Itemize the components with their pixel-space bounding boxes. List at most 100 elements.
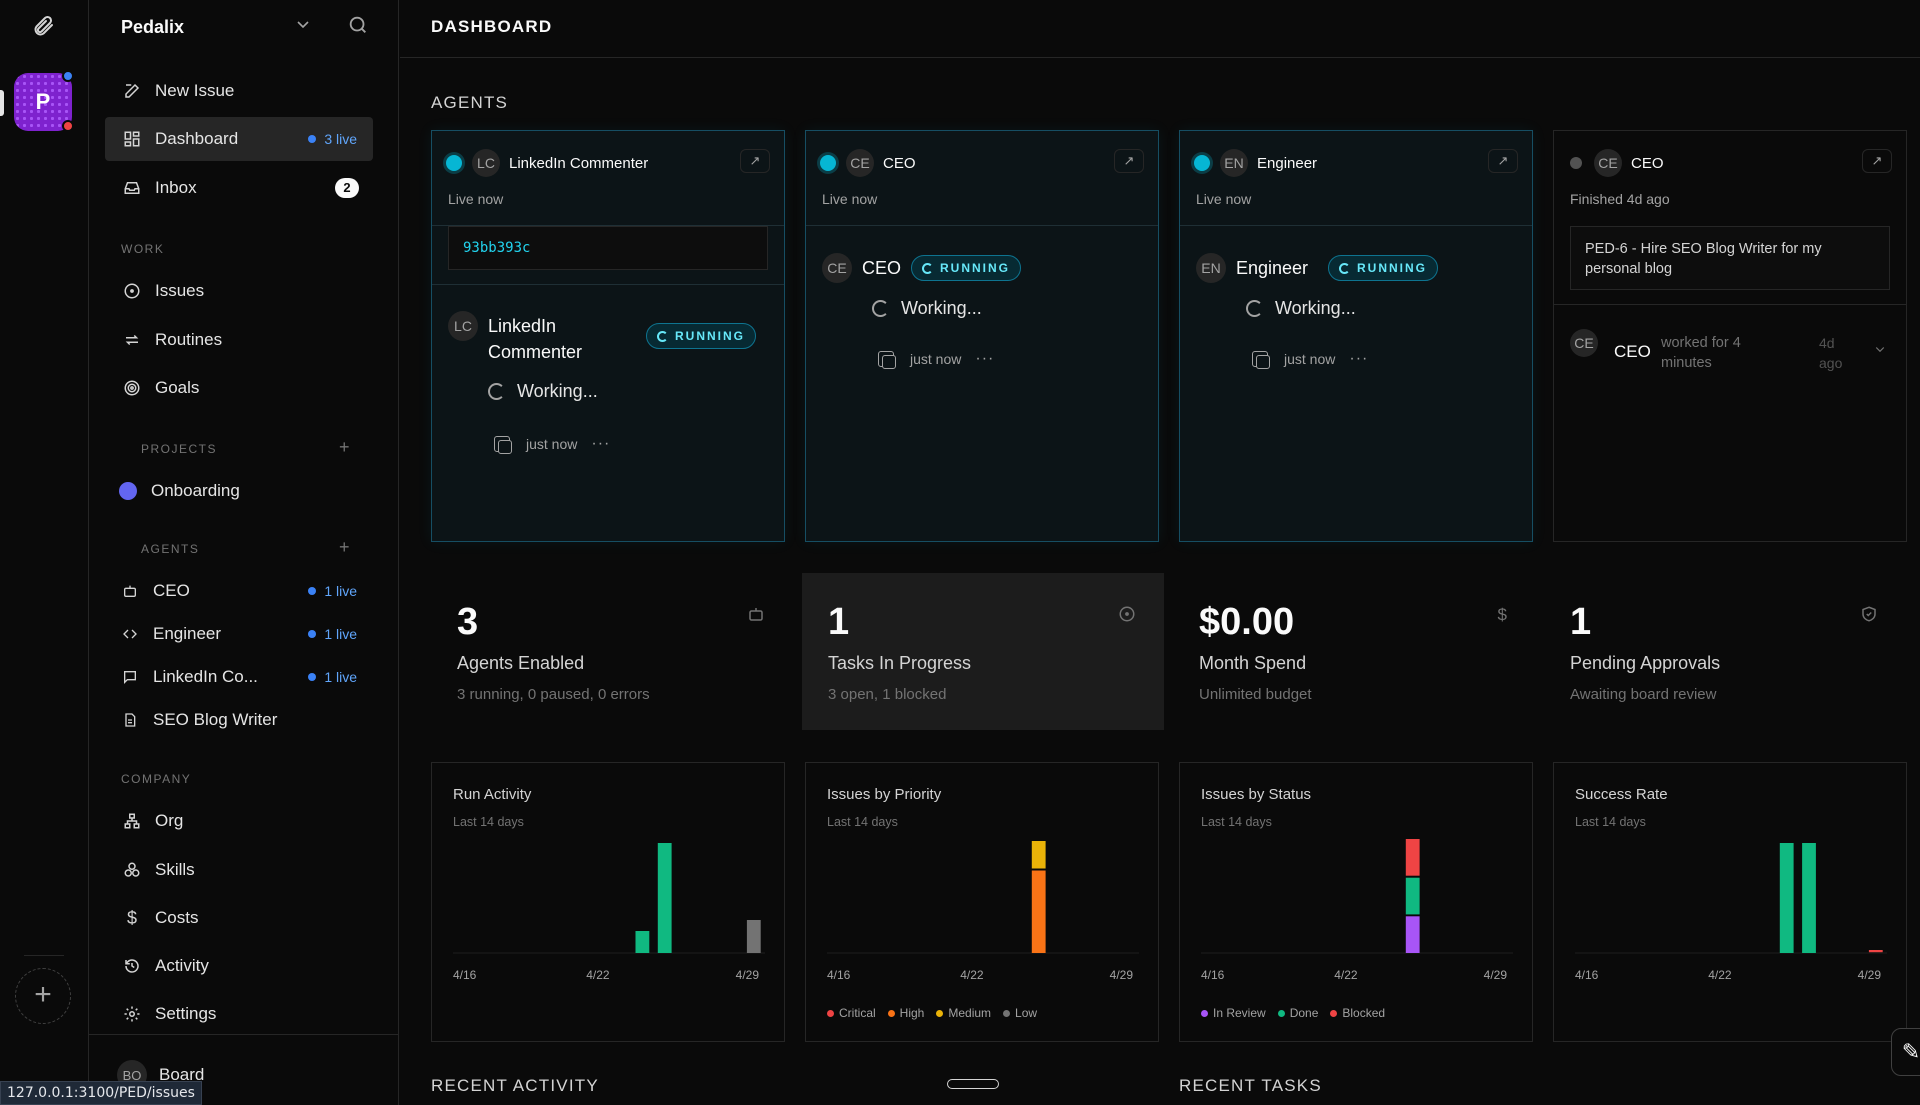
live-status-dot — [1194, 155, 1210, 171]
target-icon — [121, 377, 143, 399]
add-project-button[interactable]: + — [339, 437, 350, 457]
chart-bar — [1868, 950, 1883, 953]
legend-label: Critical — [839, 1006, 876, 1020]
company-avatar[interactable]: P — [14, 73, 72, 131]
external-link-icon[interactable]: ↗ — [1488, 149, 1518, 173]
paperclip-icon[interactable] — [30, 14, 56, 40]
more-icon[interactable]: ··· — [591, 435, 611, 452]
project-item-onboarding[interactable]: Onboarding — [105, 469, 373, 513]
nav-activity[interactable]: Activity — [105, 944, 373, 988]
live-count: 1 live — [308, 626, 357, 642]
external-link-icon[interactable]: ↗ — [740, 149, 770, 173]
legend-label: High — [899, 1006, 925, 1020]
chart-subtitle: Last 14 days — [1575, 815, 1646, 829]
chevron-down-icon[interactable] — [1874, 343, 1886, 358]
work-section-label: WORK — [121, 242, 165, 256]
live-status-dot — [820, 155, 836, 171]
nav-settings[interactable]: Settings — [105, 992, 373, 1036]
chart-legend: In Review Done Blocked — [1201, 1006, 1397, 1020]
stat-agents-enabled[interactable]: 3 Agents Enabled 3 running, 0 paused, 0 … — [431, 573, 793, 730]
nav-label: Inbox — [155, 178, 197, 197]
chart-issues-by-status: Issues by Status Last 14 days 4/16 4/22 4/… — [1179, 762, 1533, 1042]
gear-icon — [121, 1003, 143, 1025]
legend-swatch — [1277, 1009, 1285, 1017]
nav-org[interactable]: Org — [105, 799, 373, 843]
chart-issues-by-priority: Issues by Priority Last 14 days 4/16 4/22… — [805, 762, 1159, 1042]
nav-issues[interactable]: Issues — [105, 269, 373, 313]
stat-label: Tasks In Progress — [828, 653, 972, 673]
company-rail: P + — [0, 0, 89, 1105]
legend-swatch — [1330, 1009, 1338, 1017]
chart-bar — [746, 920, 761, 953]
live-status-dot — [446, 155, 462, 171]
nav-costs[interactable]: $ Costs — [105, 896, 373, 940]
sidebar-agent-engineer[interactable]: Engineer 1 live — [105, 612, 373, 656]
pen-icon[interactable]: ✎ — [1891, 1028, 1920, 1076]
run-agent-name: LinkedIn Commenter — [488, 316, 583, 362]
external-link-icon[interactable]: ↗ — [1862, 149, 1892, 173]
sidebar-agent-ceo[interactable]: CEO 1 live — [105, 569, 373, 613]
nav-routines[interactable]: Routines — [105, 318, 373, 362]
company-name[interactable]: Pedalix — [121, 17, 185, 37]
nav-inbox[interactable]: Inbox 2 — [105, 166, 373, 210]
edit-icon — [121, 80, 143, 102]
agent-card-ceo[interactable]: CE CEO ↗ Live now CE CEO RUNNING Working… — [805, 130, 1159, 542]
run-meta: just now ··· — [1252, 350, 1369, 369]
chart-subtitle: Last 14 days — [453, 815, 524, 829]
issue-link[interactable]: PED-6 - Hire SEO Blog Writer for my pers… — [1570, 226, 1890, 290]
board-label: Board — [159, 1065, 205, 1084]
nav-new-issue[interactable]: New Issue — [105, 69, 373, 113]
agent-card-engineer[interactable]: EN Engineer ↗ Live now EN Engineer RUNNI… — [1179, 130, 1533, 542]
more-icon[interactable]: ··· — [975, 350, 995, 367]
x-tick-label: 4/16 — [1201, 968, 1225, 982]
selected-company-indicator — [0, 90, 4, 116]
chart-subtitle: Last 14 days — [827, 815, 898, 829]
nav-label: Routines — [155, 330, 223, 349]
agent-card-ceo-finished[interactable]: CE CEO ↗ Finished 4d ago PED-6 - Hire SE… — [1553, 130, 1907, 542]
nav-goals[interactable]: Goals — [105, 366, 373, 410]
live-count: 1 live — [308, 583, 357, 599]
scroll-indicator[interactable] — [947, 1079, 999, 1089]
sidebar-agent-seo[interactable]: SEO Blog Writer — [105, 698, 373, 742]
search-icon[interactable] — [347, 14, 371, 38]
live-count: 1 live — [308, 669, 357, 685]
code-icon — [119, 623, 141, 645]
nav-label: Activity — [155, 956, 209, 975]
avatar: LC — [448, 311, 478, 341]
chevron-down-icon[interactable] — [295, 16, 311, 37]
stat-value: 3 — [457, 601, 479, 643]
run-time: 4d ago — [1819, 335, 1843, 371]
add-agent-button[interactable]: + — [339, 537, 350, 557]
stat-value: $0.00 — [1199, 601, 1295, 643]
stat-tasks-in-progress[interactable]: 1 Tasks In Progress 3 open, 1 blocked — [802, 573, 1164, 730]
sidebar-agent-linkedin[interactable]: LinkedIn Co... 1 live — [105, 655, 373, 699]
copy-icon[interactable] — [878, 351, 896, 369]
agent-card-linkedin[interactable]: LC LinkedIn Commenter ↗ Live now 93bb393… — [431, 130, 785, 542]
nav-label: LinkedIn Co... — [153, 667, 258, 686]
more-icon[interactable]: ··· — [1349, 350, 1369, 367]
bot-icon — [119, 580, 141, 602]
agent-run[interactable]: CE CEO worked for 4 minutes 4d ago — [1554, 304, 1906, 371]
x-tick-label: 4/29 — [1110, 968, 1134, 982]
copy-icon[interactable] — [1252, 351, 1270, 369]
stat-pending-approvals[interactable]: 1 Pending Approvals Awaiting board revie… — [1544, 573, 1906, 730]
agent-card-header: EN Engineer ↗ Live now — [1180, 131, 1532, 226]
x-tick-label: 4/29 — [1858, 968, 1882, 982]
chart-bar — [1031, 870, 1046, 953]
run-id[interactable]: 93bb393c — [448, 226, 768, 270]
boxes-icon — [121, 859, 143, 881]
add-company-button[interactable]: + — [15, 968, 71, 1024]
sidebar-footer-divider — [89, 1034, 399, 1035]
nav-label: Engineer — [153, 624, 222, 643]
external-link-icon[interactable]: ↗ — [1114, 149, 1144, 173]
nav-dashboard[interactable]: Dashboard 3 live — [105, 117, 373, 161]
shield-icon — [1860, 605, 1878, 628]
bot-icon — [747, 605, 765, 628]
stat-month-spend[interactable]: $0.00 Month Spend Unlimited budget $ — [1173, 573, 1535, 730]
copy-icon[interactable] — [494, 436, 512, 454]
working-status: Working... — [488, 381, 598, 402]
legend-swatch — [1201, 1009, 1208, 1017]
nav-skills[interactable]: Skills — [105, 848, 373, 892]
x-tick-label: 4/22 — [960, 968, 984, 982]
